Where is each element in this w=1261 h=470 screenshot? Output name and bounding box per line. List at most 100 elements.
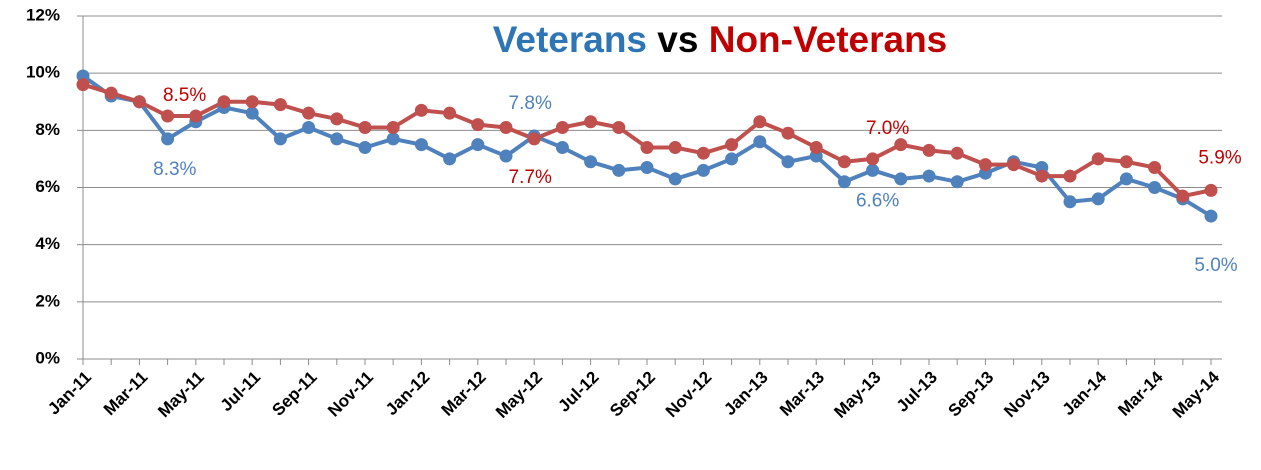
series-marker — [1148, 160, 1162, 174]
series-marker — [584, 155, 598, 169]
series-marker — [668, 172, 682, 186]
y-tick-label: 2% — [35, 291, 60, 310]
y-tick-label: 12% — [26, 5, 60, 24]
x-tick-label: Nov-13 — [1000, 368, 1054, 422]
series-marker — [1063, 169, 1077, 183]
x-tick-label: May-12 — [492, 368, 546, 422]
y-tick-label: 10% — [26, 63, 60, 82]
series-marker — [1204, 209, 1218, 223]
series-marker — [1204, 183, 1218, 197]
series-marker — [1176, 189, 1190, 203]
x-tick-label: Sep-11 — [268, 368, 320, 420]
series-marker — [161, 109, 175, 123]
series-marker — [302, 106, 316, 120]
y-tick-label: 4% — [35, 234, 60, 253]
series-marker — [950, 146, 964, 160]
series-marker — [245, 106, 259, 120]
series-marker — [443, 106, 457, 120]
data-label: 5.9% — [1198, 147, 1241, 168]
series-marker — [668, 140, 682, 154]
series-marker — [330, 112, 344, 126]
series-marker — [245, 95, 259, 109]
x-tick-label: May-11 — [154, 368, 208, 422]
series-marker — [1148, 181, 1162, 194]
data-label: 7.0% — [866, 118, 909, 139]
series-marker — [1035, 169, 1049, 183]
series-marker — [978, 158, 992, 172]
series-marker — [161, 132, 175, 146]
x-tick-label: Jan-12 — [382, 368, 434, 420]
title-part: Veterans — [493, 19, 647, 60]
data-label: 8.5% — [163, 85, 206, 106]
series-marker — [922, 169, 936, 183]
series-marker — [584, 115, 598, 129]
series-marker — [527, 132, 541, 146]
series-marker — [217, 95, 231, 109]
chart-title: Veterans vs Non-Veterans — [493, 19, 948, 60]
x-tick-label: Mar-11 — [100, 368, 152, 420]
series-marker — [302, 120, 316, 134]
series-marker — [640, 140, 654, 154]
x-tick-label: Mar-13 — [776, 368, 828, 420]
x-tick-label: Jul-11 — [217, 368, 265, 416]
x-tick-label: Jul-12 — [554, 368, 602, 416]
series-marker — [725, 138, 739, 152]
y-tick-label: 6% — [35, 177, 60, 196]
series-marker — [104, 86, 118, 100]
x-tick-label: Nov-11 — [324, 368, 377, 421]
series-marker — [1063, 195, 1077, 209]
series-marker — [1119, 155, 1133, 169]
series-marker — [330, 132, 344, 146]
y-tick-label: 8% — [35, 120, 60, 139]
series-marker — [696, 163, 710, 177]
series-marker — [555, 140, 569, 154]
series-marker — [499, 120, 513, 134]
series-marker — [471, 138, 485, 152]
series-marker — [414, 138, 428, 152]
series-marker — [612, 163, 626, 177]
x-tick-label: Mar-12 — [438, 368, 490, 420]
y-tick-label: 0% — [35, 348, 60, 367]
series-marker — [809, 140, 823, 154]
data-label: 8.3% — [153, 159, 196, 180]
x-tick-label: May-14 — [1169, 367, 1224, 422]
series-marker — [386, 120, 400, 134]
series-marker — [866, 152, 880, 166]
series-marker — [950, 175, 964, 189]
series-marker — [189, 109, 203, 123]
title-part: Non-Veterans — [709, 19, 948, 60]
x-tick-label: Jul-13 — [893, 368, 941, 416]
series-marker — [386, 132, 400, 146]
series-marker — [273, 132, 287, 146]
title-part: vs — [657, 19, 698, 60]
series-marker — [894, 138, 908, 152]
data-label: 7.8% — [509, 93, 552, 114]
x-tick-label: Sep-13 — [945, 368, 998, 421]
series-marker — [640, 160, 654, 174]
series-marker — [358, 140, 372, 154]
series-marker — [725, 152, 739, 166]
series-marker — [273, 98, 287, 112]
series-marker — [866, 163, 880, 177]
x-tick-label: Mar-14 — [1114, 367, 1167, 420]
series-marker — [499, 149, 513, 163]
x-tick-label: Sep-12 — [606, 368, 659, 421]
series-marker — [612, 120, 626, 134]
series-marker — [358, 120, 372, 134]
series-marker — [781, 155, 795, 169]
x-tick-label: Jan-13 — [720, 368, 772, 420]
data-label: 5.0% — [1194, 255, 1237, 276]
series-marker — [922, 143, 936, 157]
series-marker — [471, 118, 485, 132]
x-tick-label: Nov-12 — [662, 368, 716, 422]
data-label: 7.7% — [509, 167, 552, 188]
series-marker — [781, 126, 795, 140]
series-marker — [837, 155, 851, 169]
series-marker — [132, 95, 146, 109]
series-marker — [414, 103, 428, 117]
x-tick-label: May-13 — [830, 368, 884, 422]
data-label: 6.6% — [856, 190, 899, 211]
series-marker — [76, 78, 90, 92]
series-marker — [555, 120, 569, 134]
